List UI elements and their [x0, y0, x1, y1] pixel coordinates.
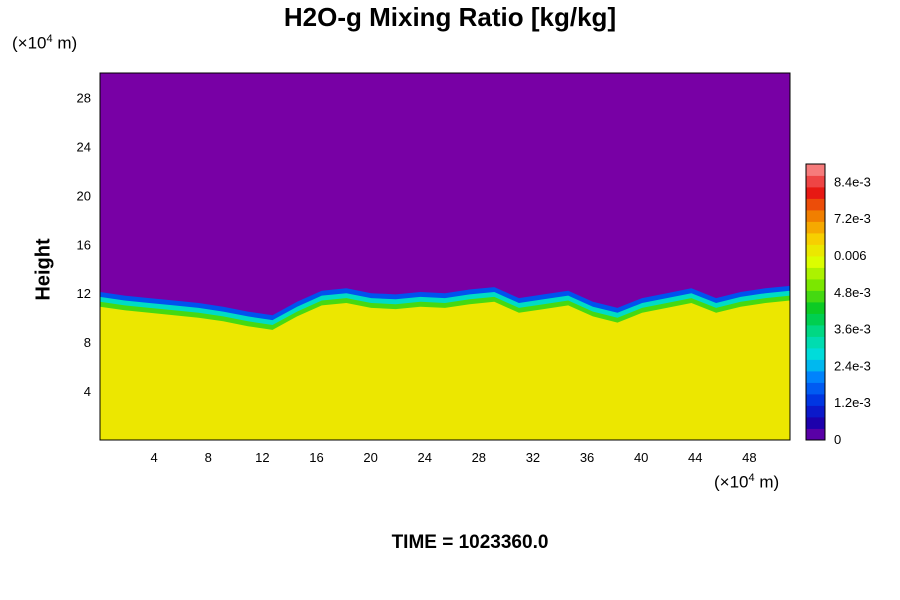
y-tick-label: 8 — [84, 335, 91, 350]
colorbar-segment — [806, 256, 825, 268]
colorbar-segment — [806, 371, 825, 383]
colorbar-label: 0.006 — [834, 248, 867, 263]
x-unit-suffix: m) — [754, 472, 780, 492]
colorbar-segment — [806, 164, 825, 176]
colorbar-segment — [806, 336, 825, 349]
x-tick-label: 12 — [255, 450, 269, 465]
colorbar-segment — [806, 187, 825, 199]
colorbar-segment — [806, 290, 825, 303]
colorbar-segment — [806, 428, 825, 441]
colorbar-segment — [806, 405, 825, 418]
time-label: TIME = 1023360.0 — [391, 532, 549, 553]
colorbar-segment — [806, 221, 825, 234]
colorbar-label: 8.4e-3 — [834, 174, 871, 189]
y-tick-label: 4 — [84, 384, 91, 399]
x-tick-label: 28 — [472, 450, 486, 465]
colorbar-segment — [806, 244, 825, 257]
plot-frame — [99, 72, 791, 441]
y-tick-label: 20 — [77, 188, 91, 203]
x-tick-label: 8 — [205, 450, 212, 465]
colorbar-label: 1.2e-3 — [834, 395, 871, 410]
y-tick-label: 24 — [77, 139, 91, 154]
colorbar-segment — [806, 198, 825, 211]
colorbar-segment — [806, 302, 825, 314]
x-tick-label: 32 — [526, 450, 540, 465]
colorbar-segment — [806, 359, 825, 372]
x-tick-label: 40 — [634, 450, 648, 465]
x-tick-label: 36 — [580, 450, 594, 465]
y-tick-label: 12 — [77, 286, 91, 301]
y-tick-label: 16 — [77, 237, 91, 252]
x-tick-label: 44 — [688, 450, 702, 465]
x-tick-label: 48 — [742, 450, 756, 465]
y-axis-unit: (×104 m) — [12, 33, 77, 54]
colorbar-segment — [806, 267, 825, 280]
y-tick-label: 28 — [77, 90, 91, 105]
x-unit-exponent: 4 — [748, 472, 755, 484]
y-unit-prefix: (×10 — [12, 33, 47, 53]
colorbar-frame — [805, 163, 826, 441]
x-tick-label: 20 — [363, 450, 377, 465]
colorbar-segment — [806, 382, 825, 395]
colorbar-label: 2.4e-3 — [834, 358, 871, 373]
colorbar-label: 4.8e-3 — [834, 285, 871, 300]
dry-upper-layer — [100, 73, 790, 316]
x-tick-label: 24 — [417, 450, 431, 465]
x-axis-unit: (×104 m) — [714, 472, 779, 493]
x-tick-label: 16 — [309, 450, 323, 465]
colorbar-segment — [806, 279, 825, 291]
colorbar-label: 7.2e-3 — [834, 211, 871, 226]
colorbar-segment — [806, 175, 825, 188]
colorbar-segment — [806, 210, 825, 222]
colorbar-segment — [806, 394, 825, 406]
colorbar-segment — [806, 325, 825, 337]
y-unit-exponent: 4 — [46, 33, 53, 45]
x-tick-label: 4 — [151, 450, 158, 465]
colorbar-segment — [806, 417, 825, 429]
colorbar-label: 3.6e-3 — [834, 322, 871, 337]
colorbar-label: 0 — [834, 432, 841, 447]
chart-title: H2O-g Mixing Ratio [kg/kg] — [283, 2, 617, 32]
y-unit-suffix: m) — [52, 33, 78, 53]
x-unit-prefix: (×10 — [714, 472, 749, 492]
colorbar-segment — [806, 233, 825, 245]
colorbar-segment — [806, 313, 825, 326]
colorbar-segment — [806, 348, 825, 360]
